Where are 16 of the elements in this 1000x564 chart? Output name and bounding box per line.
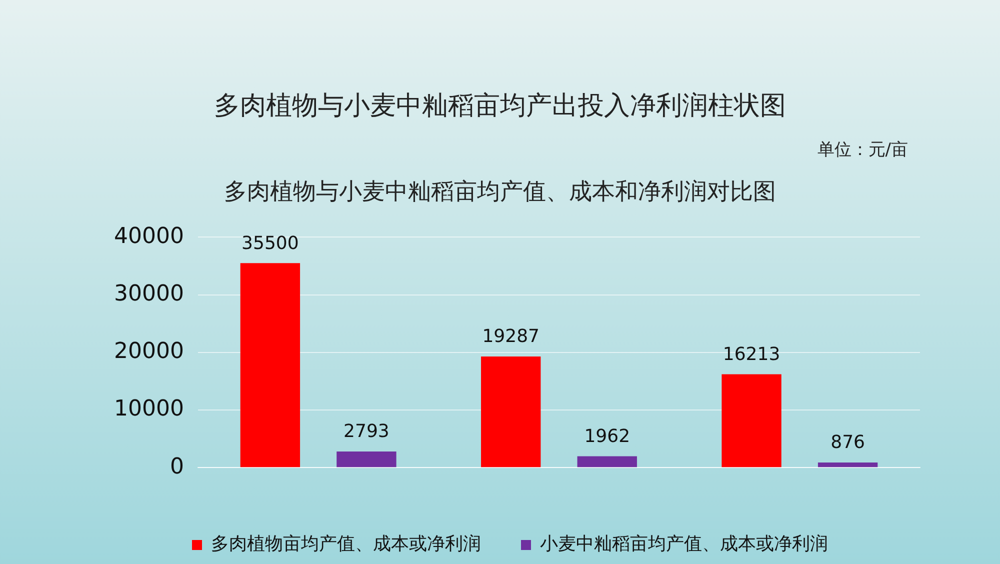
- data-label: 35500: [242, 232, 299, 254]
- chart-subtitle: 多肉植物与小麦中籼稻亩均产值、成本和净利润对比图: [223, 178, 777, 207]
- y-tick-label: 10000: [114, 396, 184, 422]
- legend-label: 小麦中籼稻亩均产值、成本或净利润: [540, 534, 828, 555]
- data-label: 2793: [344, 421, 390, 442]
- y-tick-label: 0: [170, 454, 184, 480]
- data-label: 1962: [584, 426, 630, 447]
- data-label: 876: [830, 432, 865, 454]
- data-label: 16213: [722, 344, 780, 365]
- text: 单位：元/亩: [817, 139, 908, 161]
- y-tick-label: 30000: [114, 282, 184, 307]
- legend-label: 多肉植物亩均产值、成本或净利润: [211, 534, 481, 555]
- chart-title: 多肉植物与小麦中籼稻亩均产出投入净利润柱状图: [213, 90, 787, 123]
- y-tick-label: 40000: [114, 224, 184, 249]
- y-tick-label: 20000: [114, 339, 184, 364]
- data-label: 19287: [482, 326, 540, 348]
